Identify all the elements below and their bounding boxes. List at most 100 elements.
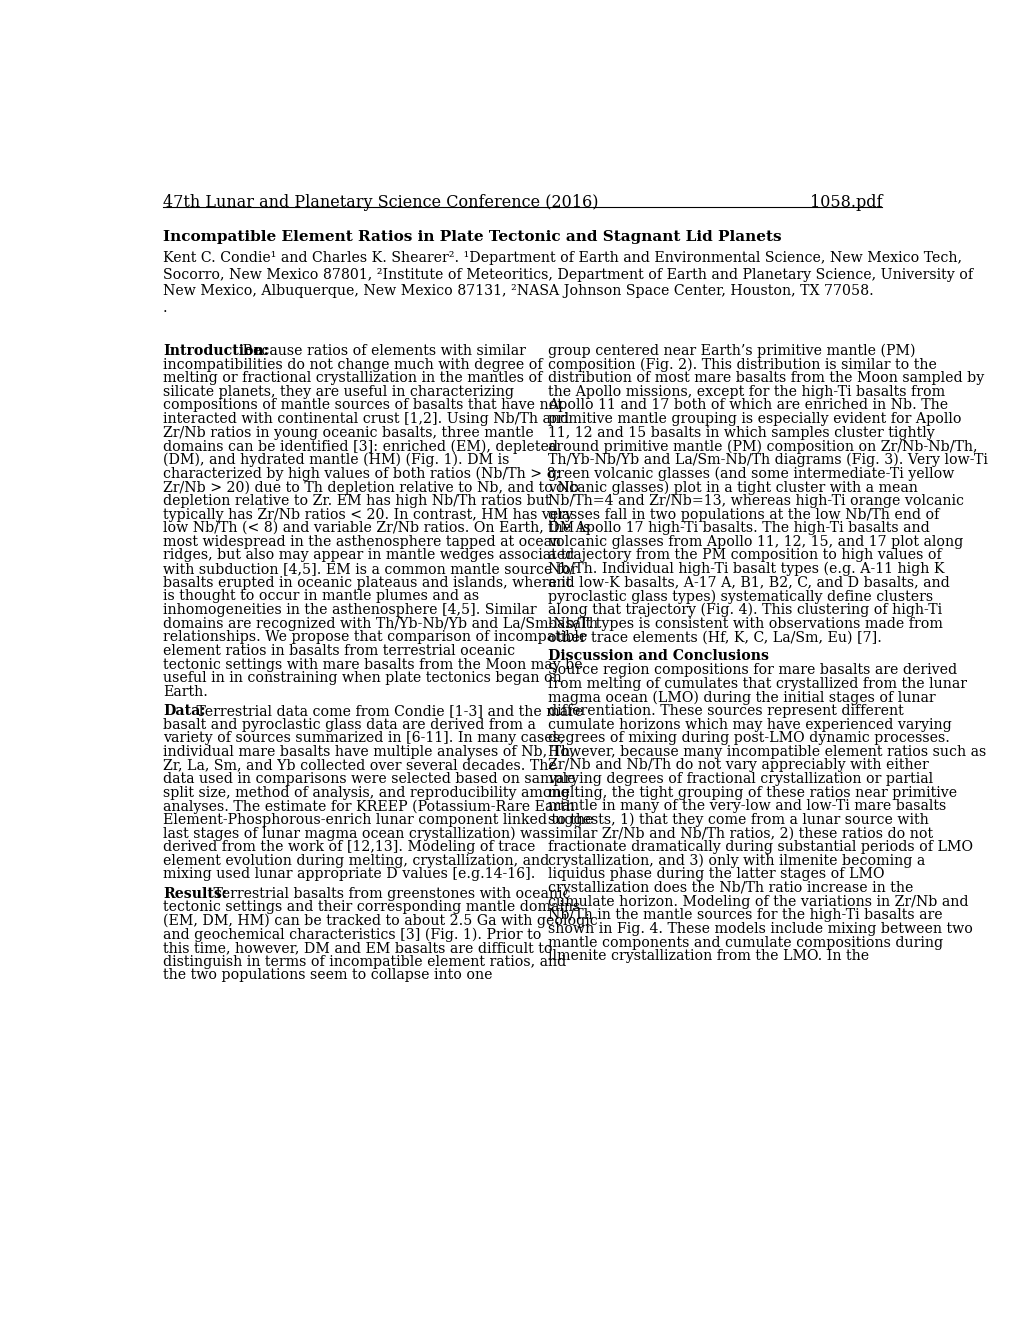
Text: Because ratios of elements with similar: Because ratios of elements with similar — [237, 345, 526, 358]
Text: the Apollo 17 high-Ti basalts. The high-Ti basalts and: the Apollo 17 high-Ti basalts. The high-… — [547, 521, 929, 535]
Text: suggests, 1) that they come from a lunar source with: suggests, 1) that they come from a lunar… — [547, 813, 928, 828]
Text: is thought to occur in mantle plumes and as: is thought to occur in mantle plumes and… — [163, 589, 479, 603]
Text: glasses fall in two populations at the low Nb/Th end of: glasses fall in two populations at the l… — [547, 507, 938, 521]
Text: Socorro, New Mexico 87801, ²Institute of Meteoritics, Department of Earth and Pl: Socorro, New Mexico 87801, ²Institute of… — [163, 268, 972, 281]
Text: degrees of mixing during post-LMO dynamic processes.: degrees of mixing during post-LMO dynami… — [547, 731, 949, 744]
Text: green volcanic glasses (and some intermediate-Ti yellow: green volcanic glasses (and some interme… — [547, 466, 954, 480]
Text: and low-K basalts, A-17 A, B1, B2, C, and D basalts, and: and low-K basalts, A-17 A, B1, B2, C, an… — [547, 576, 949, 590]
Text: Results:: Results: — [163, 887, 227, 900]
Text: Terrestrial basalts from greenstones with oceanic: Terrestrial basalts from greenstones wit… — [209, 887, 571, 900]
Text: composition (Fig. 2). This distribution is similar to the: composition (Fig. 2). This distribution … — [547, 358, 936, 372]
Text: fractionate dramatically during substantial periods of LMO: fractionate dramatically during substant… — [547, 841, 972, 854]
Text: .: . — [163, 301, 167, 315]
Text: depletion relative to Zr. EM has high Nb/Th ratios but: depletion relative to Zr. EM has high Nb… — [163, 494, 550, 508]
Text: New Mexico, Albuquerque, New Mexico 87131, ²NASA Johnson Space Center, Houston, : New Mexico, Albuquerque, New Mexico 8713… — [163, 284, 873, 298]
Text: Earth.: Earth. — [163, 685, 208, 698]
Text: from melting of cumulates that crystallized from the lunar: from melting of cumulates that crystalli… — [547, 677, 966, 690]
Text: relationships. We propose that comparison of incompatible: relationships. We propose that compariso… — [163, 630, 587, 644]
Text: volcanic glasses from Apollo 11, 12, 15, and 17 plot along: volcanic glasses from Apollo 11, 12, 15,… — [547, 535, 962, 549]
Text: basalt and pyroclastic glass data are derived from a: basalt and pyroclastic glass data are de… — [163, 718, 535, 731]
Text: ridges, but also may appear in mantle wedges associated: ridges, but also may appear in mantle we… — [163, 548, 574, 562]
Text: low Nb/Th (< 8) and variable Zr/Nb ratios. On Earth, DM is: low Nb/Th (< 8) and variable Zr/Nb ratio… — [163, 521, 590, 535]
Text: typically has Zr/Nb ratios < 20. In contrast, HM has very: typically has Zr/Nb ratios < 20. In cont… — [163, 507, 573, 521]
Text: distribution of most mare basalts from the Moon sampled by: distribution of most mare basalts from t… — [547, 371, 983, 385]
Text: similar Zr/Nb and Nb/Th ratios, 2) these ratios do not: similar Zr/Nb and Nb/Th ratios, 2) these… — [547, 826, 932, 841]
Text: Discussion and Conclusions: Discussion and Conclusions — [547, 649, 768, 664]
Text: silicate planets, they are useful in characterizing: silicate planets, they are useful in cha… — [163, 385, 514, 399]
Text: cumulate horizons which may have experienced varying: cumulate horizons which may have experie… — [547, 718, 951, 731]
Text: Nb/Th=4 and Zr/Nb=13, whereas high-Ti orange volcanic: Nb/Th=4 and Zr/Nb=13, whereas high-Ti or… — [547, 494, 963, 508]
Text: around primitive mantle (PM) composition on Zr/Nb-Nb/Th,: around primitive mantle (PM) composition… — [547, 440, 976, 454]
Text: crystallization, and 3) only with ilmenite becoming a: crystallization, and 3) only with ilmeni… — [547, 854, 924, 869]
Text: Zr/Nb > 20) due to Th depletion relative to Nb, and to Nb: Zr/Nb > 20) due to Th depletion relative… — [163, 480, 579, 495]
Text: melting, the tight grouping of these ratios near primitive: melting, the tight grouping of these rat… — [547, 785, 956, 800]
Text: Incompatible Element Ratios in Plate Tectonic and Stagnant Lid Planets: Incompatible Element Ratios in Plate Tec… — [163, 230, 781, 244]
Text: 11, 12 and 15 basalts in which samples cluster tightly: 11, 12 and 15 basalts in which samples c… — [547, 426, 933, 440]
Text: Apollo 11 and 17 both of which are enriched in Nb. The: Apollo 11 and 17 both of which are enric… — [547, 399, 948, 412]
Text: interacted with continental crust [1,2]. Using Nb/Th and: interacted with continental crust [1,2].… — [163, 412, 569, 426]
Text: differentiation. These sources represent different: differentiation. These sources represent… — [547, 704, 903, 718]
Text: Data:: Data: — [163, 704, 206, 718]
Text: and geochemical characteristics [3] (Fig. 1). Prior to: and geochemical characteristics [3] (Fig… — [163, 928, 541, 942]
Text: melting or fractional crystallization in the mantles of: melting or fractional crystallization in… — [163, 371, 542, 385]
Text: ilmenite crystallization from the LMO. In the: ilmenite crystallization from the LMO. I… — [547, 949, 868, 964]
Text: Zr, La, Sm, and Yb collected over several decades. The: Zr, La, Sm, and Yb collected over severa… — [163, 759, 556, 772]
Text: shown in Fig. 4. These models include mixing between two: shown in Fig. 4. These models include mi… — [547, 923, 972, 936]
Text: compositions of mantle sources of basalts that have not: compositions of mantle sources of basalt… — [163, 399, 562, 412]
Text: inhomogeneities in the asthenosphere [4,5]. Similar: inhomogeneities in the asthenosphere [4,… — [163, 603, 536, 616]
Text: derived from the work of [12,13]. Modeling of trace: derived from the work of [12,13]. Modeli… — [163, 841, 535, 854]
Text: Nb/Th. Individual high-Ti basalt types (e.g. A-11 high K: Nb/Th. Individual high-Ti basalt types (… — [547, 562, 944, 577]
Text: the two populations seem to collapse into one: the two populations seem to collapse int… — [163, 969, 492, 982]
Text: tectonic settings with mare basalts from the Moon may be: tectonic settings with mare basalts from… — [163, 657, 582, 672]
Text: this time, however, DM and EM basalts are difficult to: this time, however, DM and EM basalts ar… — [163, 941, 552, 956]
Text: mantle components and cumulate compositions during: mantle components and cumulate compositi… — [547, 936, 943, 949]
Text: varying degrees of fractional crystallization or partial: varying degrees of fractional crystalliz… — [547, 772, 932, 785]
Text: with subduction [4,5]. EM is a common mantle source for: with subduction [4,5]. EM is a common ma… — [163, 562, 577, 576]
Text: domains are recognized with Th/Yb-Nb/Yb and La/Sm-Nb/Th: domains are recognized with Th/Yb-Nb/Yb … — [163, 616, 597, 631]
Text: Terrestrial data come from Condie [1-3] and the mare: Terrestrial data come from Condie [1-3] … — [192, 704, 583, 718]
Text: a trajectory from the PM composition to high values of: a trajectory from the PM composition to … — [547, 548, 941, 562]
Text: most widespread in the asthenosphere tapped at ocean: most widespread in the asthenosphere tap… — [163, 535, 560, 549]
Text: domains can be identified [3]: enriched (EM), depleted: domains can be identified [3]: enriched … — [163, 440, 557, 454]
Text: volcanic glasses) plot in a tight cluster with a mean: volcanic glasses) plot in a tight cluste… — [547, 480, 917, 495]
Text: data used in comparisons were selected based on sample: data used in comparisons were selected b… — [163, 772, 575, 785]
Text: mantle in many of the very-low and low-Ti mare basalts: mantle in many of the very-low and low-T… — [547, 800, 946, 813]
Text: Introduction:: Introduction: — [163, 345, 269, 358]
Text: other trace elements (Hf, K, C, La/Sm, Eu) [7].: other trace elements (Hf, K, C, La/Sm, E… — [547, 630, 881, 644]
Text: (EM, DM, HM) can be tracked to about 2.5 Ga with geologic: (EM, DM, HM) can be tracked to about 2.5… — [163, 913, 597, 928]
Text: group centered near Earth’s primitive mantle (PM): group centered near Earth’s primitive ma… — [547, 345, 915, 358]
Text: 1058.pdf: 1058.pdf — [809, 194, 881, 211]
Text: cumulate horizon. Modeling of the variations in Zr/Nb and: cumulate horizon. Modeling of the variat… — [547, 895, 968, 908]
Text: incompatibilities do not change much with degree of: incompatibilities do not change much wit… — [163, 358, 542, 371]
Text: 47th Lunar and Planetary Science Conference (2016): 47th Lunar and Planetary Science Confere… — [163, 194, 598, 211]
Text: Element-Phosphorous-enrich lunar component linked to the: Element-Phosphorous-enrich lunar compone… — [163, 813, 593, 826]
Text: along that trajectory (Fig. 4). This clustering of high-Ti: along that trajectory (Fig. 4). This clu… — [547, 603, 942, 618]
Text: Source region compositions for mare basalts are derived: Source region compositions for mare basa… — [547, 663, 956, 677]
Text: Zr/Nb ratios in young oceanic basalts, three mantle: Zr/Nb ratios in young oceanic basalts, t… — [163, 426, 533, 440]
Text: variety of sources summarized in [6-11]. In many cases,: variety of sources summarized in [6-11].… — [163, 731, 564, 744]
Text: tectonic settings and their corresponding mantle domains: tectonic settings and their correspondin… — [163, 900, 580, 915]
Text: mixing used lunar appropriate D values [e.g.14-16].: mixing used lunar appropriate D values [… — [163, 867, 535, 882]
Text: the Apollo missions, except for the high-Ti basalts from: the Apollo missions, except for the high… — [547, 385, 945, 399]
Text: element ratios in basalts from terrestrial oceanic: element ratios in basalts from terrestri… — [163, 644, 515, 657]
Text: distinguish in terms of incompatible element ratios, and: distinguish in terms of incompatible ele… — [163, 954, 566, 969]
Text: crystallization does the Nb/Th ratio increase in the: crystallization does the Nb/Th ratio inc… — [547, 882, 913, 895]
Text: Kent C. Condie¹ and Charles K. Shearer². ¹Department of Earth and Environmental : Kent C. Condie¹ and Charles K. Shearer².… — [163, 251, 961, 265]
Text: last stages of lunar magma ocean crystallization) was: last stages of lunar magma ocean crystal… — [163, 826, 547, 841]
Text: liquidus phase during the latter stages of LMO: liquidus phase during the latter stages … — [547, 867, 883, 882]
Text: element evolution during melting, crystallization, and: element evolution during melting, crysta… — [163, 854, 549, 867]
Text: Nb/Th in the mantle sources for the high-Ti basalts are: Nb/Th in the mantle sources for the high… — [547, 908, 942, 923]
Text: (DM), and hydrated mantle (HM) (Fig. 1). DM is: (DM), and hydrated mantle (HM) (Fig. 1).… — [163, 453, 508, 467]
Text: Th/Yb-Nb/Yb and La/Sm-Nb/Th diagrams (Fig. 3). Very low-Ti: Th/Yb-Nb/Yb and La/Sm-Nb/Th diagrams (Fi… — [547, 453, 987, 467]
Text: split size, method of analysis, and reproducibility among: split size, method of analysis, and repr… — [163, 785, 570, 800]
Text: characterized by high values of both ratios (Nb/Th > 8;: characterized by high values of both rat… — [163, 466, 559, 480]
Text: individual mare basalts have multiple analyses of Nb, Th,: individual mare basalts have multiple an… — [163, 744, 574, 759]
Text: analyses. The estimate for KREEP (Potassium-Rare Earth: analyses. The estimate for KREEP (Potass… — [163, 800, 575, 813]
Text: basalt types is consistent with observations made from: basalt types is consistent with observat… — [547, 616, 942, 631]
Text: Zr/Nb and Nb/Th do not vary appreciably with either: Zr/Nb and Nb/Th do not vary appreciably … — [547, 759, 928, 772]
Text: primitive mantle grouping is especially evident for Apollo: primitive mantle grouping is especially … — [547, 412, 961, 426]
Text: pyroclastic glass types) systematically define clusters: pyroclastic glass types) systematically … — [547, 589, 932, 603]
Text: magma ocean (LMO) during the initial stages of lunar: magma ocean (LMO) during the initial sta… — [547, 690, 934, 705]
Text: However, because many incompatible element ratios such as: However, because many incompatible eleme… — [547, 744, 985, 759]
Text: basalts erupted in oceanic plateaus and islands, where it: basalts erupted in oceanic plateaus and … — [163, 576, 571, 590]
